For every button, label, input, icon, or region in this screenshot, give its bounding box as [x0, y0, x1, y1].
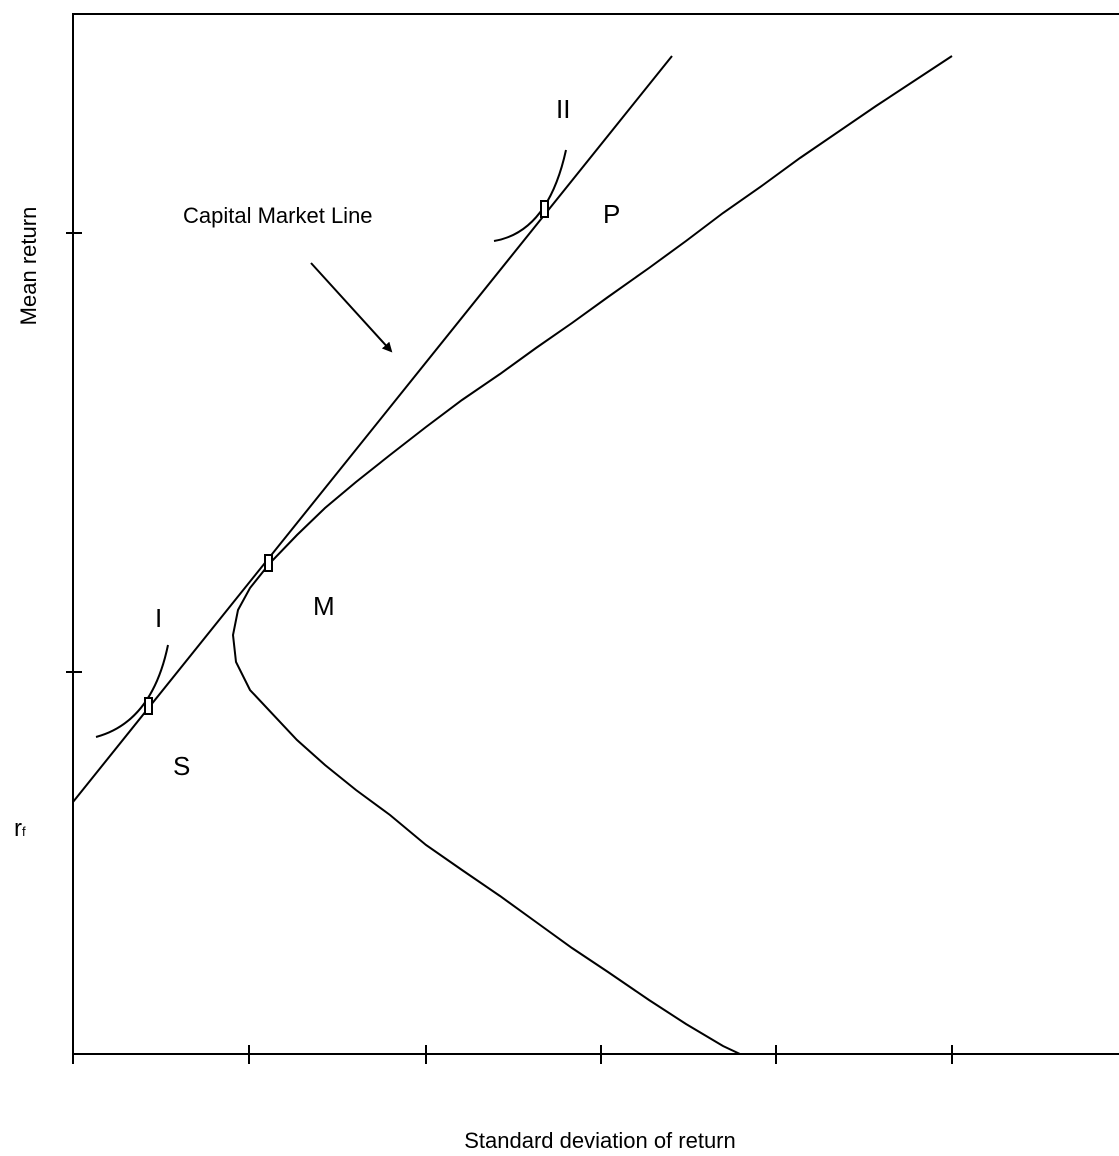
arrow [310, 262, 393, 353]
frame [72, 13, 1119, 1054]
label-m: M [313, 591, 335, 621]
rf-main: r [14, 815, 22, 842]
portfolio-marker [540, 200, 549, 218]
label-i: I [155, 603, 162, 633]
label-s: S [173, 751, 190, 781]
frontier [231, 55, 953, 1055]
label-rf: rf [14, 815, 26, 842]
label-p: P [603, 199, 620, 229]
indifference-curve [95, 644, 169, 738]
cml-label: Capital Market Line [183, 203, 373, 228]
y-ticks [66, 232, 82, 673]
capital-market-line [72, 55, 673, 803]
label-ii: II [556, 94, 570, 124]
portfolio-marker [144, 697, 153, 715]
indifference-curve [493, 149, 567, 242]
x-axis-label: Standard deviation of return [464, 1128, 736, 1153]
y-axis-label: Mean return [16, 207, 41, 326]
rf-sub: f [22, 824, 26, 839]
portfolio-marker [264, 554, 273, 572]
